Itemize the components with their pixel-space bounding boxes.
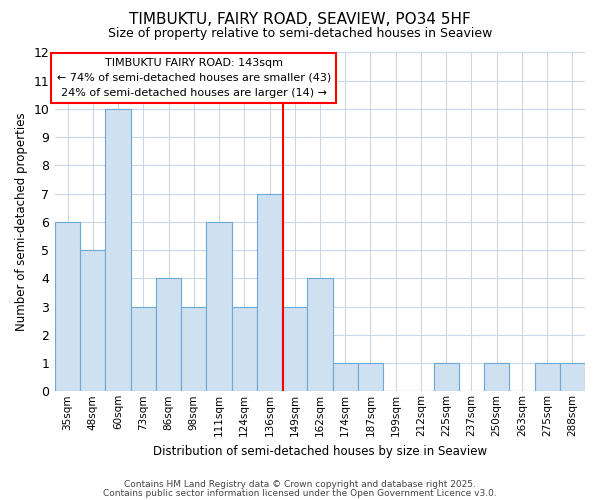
Bar (181, 306, 206, 392)
Bar (434, 363, 459, 392)
Bar (484, 363, 509, 392)
Bar (156, 278, 181, 392)
Bar (131, 306, 156, 392)
Text: Contains HM Land Registry data © Crown copyright and database right 2025.: Contains HM Land Registry data © Crown c… (124, 480, 476, 489)
Text: Size of property relative to semi-detached houses in Seaview: Size of property relative to semi-detach… (108, 28, 492, 40)
Bar (206, 222, 232, 392)
Bar (257, 194, 282, 392)
Bar (358, 363, 383, 392)
Bar (232, 306, 257, 392)
Bar (535, 363, 560, 392)
Y-axis label: Number of semi-detached properties: Number of semi-detached properties (15, 112, 28, 331)
Bar (55, 222, 80, 392)
Bar (560, 363, 585, 392)
Bar (282, 306, 307, 392)
Bar (332, 363, 358, 392)
Bar (80, 250, 106, 392)
Bar (106, 109, 131, 392)
Text: TIMBUKTU FAIRY ROAD: 143sqm
← 74% of semi-detached houses are smaller (43)
24% o: TIMBUKTU FAIRY ROAD: 143sqm ← 74% of sem… (56, 58, 331, 98)
Text: Contains public sector information licensed under the Open Government Licence v3: Contains public sector information licen… (103, 488, 497, 498)
X-axis label: Distribution of semi-detached houses by size in Seaview: Distribution of semi-detached houses by … (153, 444, 487, 458)
Text: TIMBUKTU, FAIRY ROAD, SEAVIEW, PO34 5HF: TIMBUKTU, FAIRY ROAD, SEAVIEW, PO34 5HF (129, 12, 471, 28)
Bar (307, 278, 332, 392)
